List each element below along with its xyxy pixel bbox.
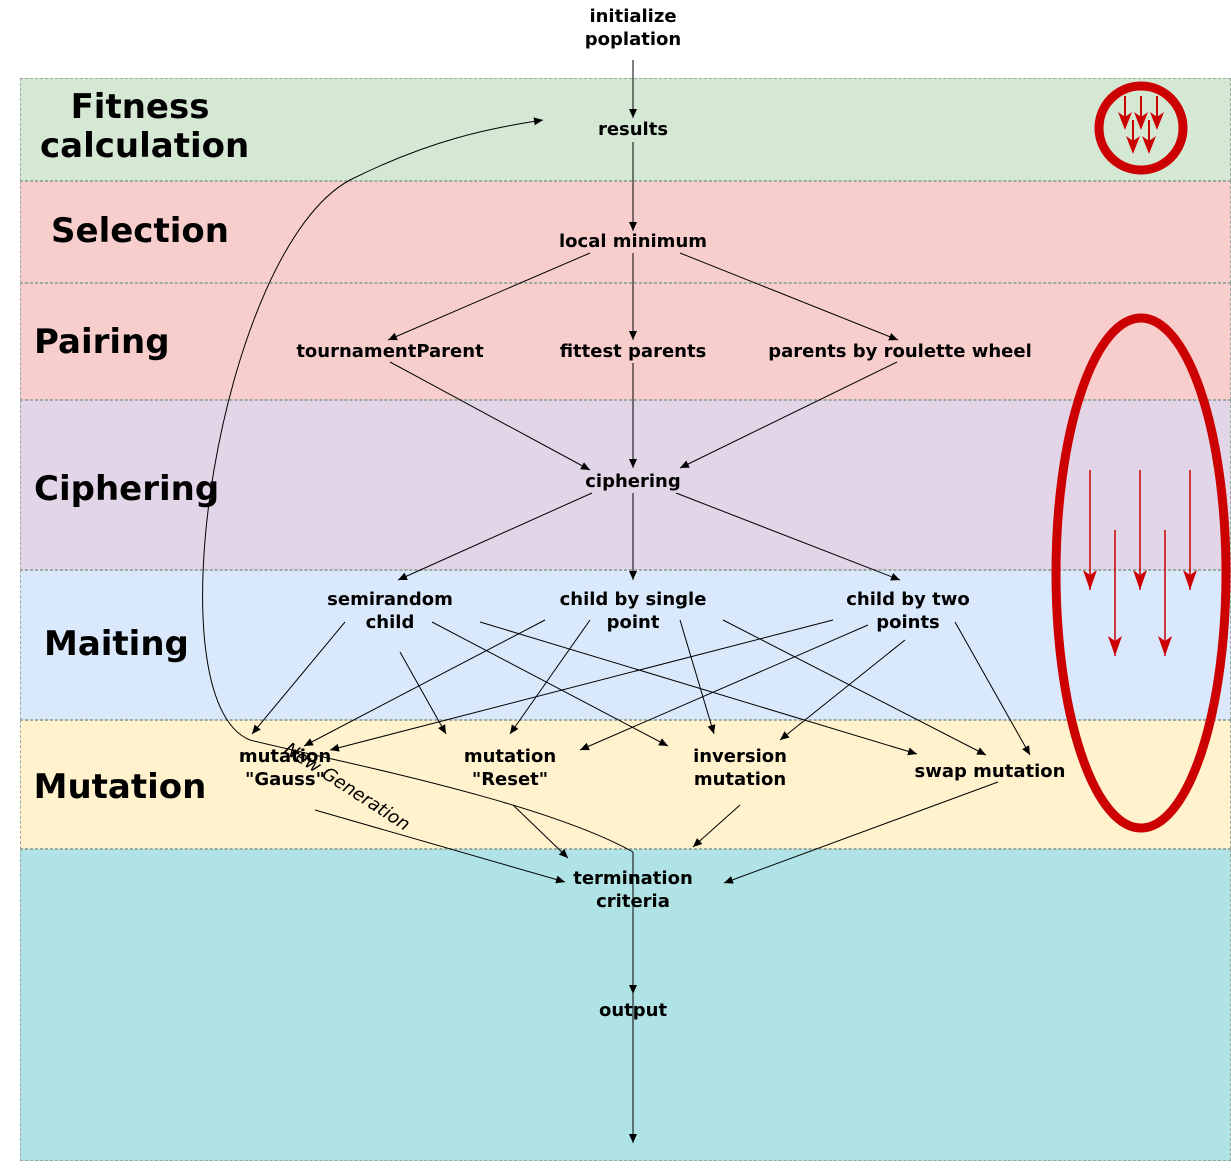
node-roulette-parents: parents by roulette wheel <box>768 341 1032 362</box>
node-termination-criteria: termination criteria <box>553 867 713 914</box>
node-reset-line1: mutation <box>463 746 557 767</box>
node-termination-line2: criteria <box>596 891 670 913</box>
band-title-selection: Selection <box>51 211 229 251</box>
node-local-minimum: local minimum <box>558 231 708 252</box>
node-gauss-line2: "Gauss" <box>245 769 325 791</box>
node-single-point-line2: point <box>606 612 660 634</box>
node-tournament-parent: tournamentParent <box>296 341 484 362</box>
edge-tournament-ciphering <box>389 361 591 471</box>
edge-ciphering-two <box>675 492 901 581</box>
node-semirandom-line1: semirandom <box>327 589 453 610</box>
node-two-points-line1: child by two <box>846 589 970 610</box>
edge-single-swap <box>722 619 987 756</box>
node-ciphering: ciphering <box>585 471 681 492</box>
edge-two-swap <box>954 621 1031 756</box>
band-selection <box>20 181 1231 283</box>
band-output <box>20 849 1231 1161</box>
edge-swap-termination <box>723 781 999 884</box>
edge-localmin-roulette <box>679 252 899 341</box>
node-initialize-line2: poplation <box>584 29 682 51</box>
edge-reset-termination <box>512 804 569 859</box>
band-fitness <box>20 78 1231 181</box>
band-mutation <box>20 720 1231 849</box>
edge-semirandom-swap <box>479 621 918 756</box>
loop-badge-icon <box>1094 81 1188 175</box>
node-results: results <box>597 119 669 140</box>
band-title-maiting: Maiting <box>44 624 189 664</box>
edge-single-reset <box>509 619 591 735</box>
edge-roulette-ciphering <box>679 361 898 469</box>
edge-semirandom-gauss <box>251 621 346 735</box>
edge-inversion-termination <box>692 804 741 848</box>
band-pairing <box>20 283 1231 400</box>
node-semirandom-line2: child <box>365 612 415 634</box>
node-output: output <box>598 1000 668 1021</box>
edge-localmin-tournament <box>387 252 591 341</box>
band-title-ciphering: Ciphering <box>34 469 220 509</box>
node-mutation-reset: mutation "Reset" <box>445 745 575 792</box>
node-inversion-line2: mutation <box>693 769 787 791</box>
node-initialize-line1: initialize <box>589 6 677 27</box>
band-title-fitness-line2: calculation <box>40 126 250 167</box>
node-semirandom-child: semirandom child <box>310 588 470 635</box>
edge-two-reset <box>579 624 869 751</box>
node-initialize: initialize poplation <box>573 5 693 52</box>
node-reset-line2: "Reset" <box>471 769 549 791</box>
edge-two-inversion <box>779 639 906 741</box>
node-termination-line1: termination <box>573 868 693 889</box>
edge-semirandom-inversion <box>431 621 669 747</box>
node-single-point-child: child by single point <box>533 588 733 635</box>
node-two-points-child: child by two points <box>808 588 1008 635</box>
edge-single-gauss <box>303 619 546 747</box>
node-gauss-line1: mutation <box>238 746 332 767</box>
band-maiting <box>20 570 1231 720</box>
node-inversion-mutation: inversion mutation <box>670 745 810 792</box>
node-swap-mutation: swap mutation <box>914 761 1066 782</box>
band-title-fitness-line1: Fitness <box>70 87 210 127</box>
flow-direction-icon <box>1051 313 1231 833</box>
edge-semirandom-reset <box>399 651 447 735</box>
node-fittest-parents: fittest parents <box>559 341 707 362</box>
edge-two-gauss <box>329 619 834 752</box>
node-mutation-gauss: mutation "Gauss" <box>220 745 350 792</box>
edge-ciphering-semirandom <box>397 492 593 581</box>
band-title-mutation: Mutation <box>33 767 207 807</box>
node-single-point-line1: child by single <box>559 589 707 610</box>
node-two-points-line2: points <box>876 612 940 634</box>
band-title-fitness: Fitness calculation <box>40 87 250 167</box>
node-inversion-line1: inversion <box>693 746 787 767</box>
edge-gauss-termination <box>314 809 566 884</box>
flow-edges <box>202 60 1031 1143</box>
edge-single-inversion <box>679 619 716 735</box>
band-title-pairing: Pairing <box>34 322 170 362</box>
edge-new-generation-loop <box>202 117 634 853</box>
